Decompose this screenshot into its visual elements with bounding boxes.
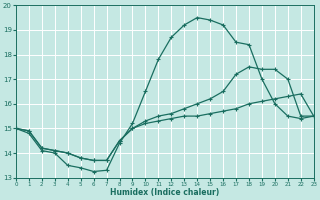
X-axis label: Humidex (Indice chaleur): Humidex (Indice chaleur) [110, 188, 220, 197]
